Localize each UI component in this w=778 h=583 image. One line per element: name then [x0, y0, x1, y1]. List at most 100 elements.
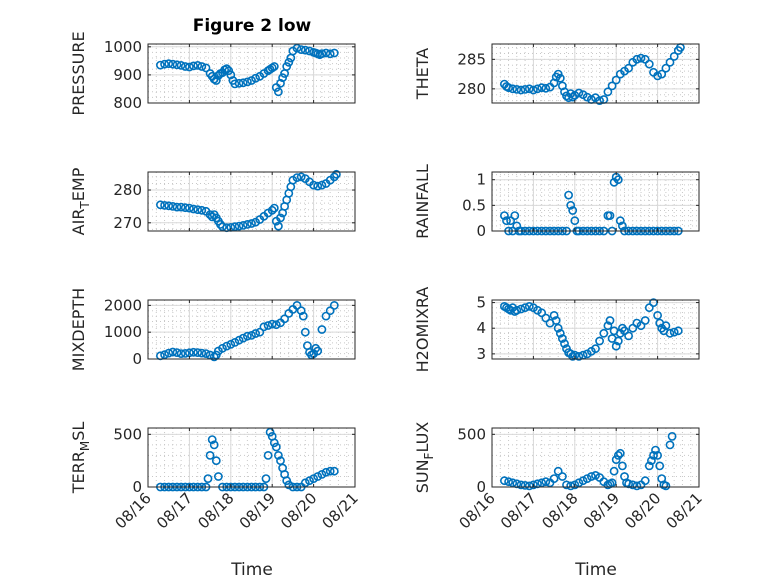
x-tick-label: 08/19 — [236, 489, 279, 532]
axes-box — [491, 43, 700, 104]
x-tick-label: 08/21 — [663, 489, 706, 532]
data-point — [180, 203, 190, 213]
data-point — [321, 48, 331, 58]
y-axis-label: THETA — [413, 48, 432, 100]
y-tick-label: 270 — [113, 214, 142, 232]
data-point — [636, 321, 646, 331]
data-point — [230, 222, 240, 232]
y-tick-label: 5 — [476, 294, 486, 312]
y-tick-label: 0 — [476, 478, 486, 496]
data-point — [504, 477, 513, 487]
data-point — [555, 328, 565, 338]
data-point — [669, 52, 679, 61]
axes-box — [147, 427, 356, 488]
x-tick-label: 08/17 — [497, 489, 540, 532]
data-point — [309, 180, 318, 190]
data-point — [661, 481, 671, 491]
data-point — [242, 219, 252, 229]
data-point — [160, 200, 169, 210]
data-point — [568, 92, 578, 102]
y-axis-label-subscript: F — [422, 452, 436, 459]
data-point — [510, 211, 520, 220]
data-point — [605, 316, 615, 325]
x-tick-label: 08/18 — [194, 489, 237, 532]
y-axis-label-suffix: LUX — [413, 422, 432, 453]
data-point — [222, 64, 232, 74]
data-point — [251, 329, 260, 338]
y-axis-label: PRESSURE — [69, 31, 88, 115]
data-point — [655, 461, 665, 471]
data-point — [529, 85, 538, 95]
data-point — [261, 474, 271, 483]
data-point — [624, 63, 633, 73]
data-point — [189, 347, 198, 357]
data-point — [296, 172, 306, 182]
data-point — [234, 221, 244, 231]
data-point — [155, 60, 165, 70]
data-point — [255, 327, 265, 337]
y-axis-label-main: RAINFALL — [413, 164, 432, 239]
data-point — [541, 313, 551, 323]
data-point — [222, 341, 232, 351]
data-point — [499, 476, 509, 486]
subplot-h2omixra: 3 4 5 H2OMIXRA — [413, 287, 700, 373]
y-axis-label-suffix: EMP — [69, 167, 88, 201]
data-point — [273, 221, 283, 231]
data-point — [636, 53, 646, 63]
data-point — [653, 71, 662, 81]
data-point — [300, 45, 310, 55]
data-point — [611, 341, 621, 351]
x-tick-label: 08/21 — [319, 489, 362, 532]
subplot-terr: 050008/1608/1708/1808/1908/2008/21TERRMS… — [69, 422, 362, 533]
data-point — [512, 221, 522, 231]
data-point — [609, 466, 619, 476]
data-point — [193, 61, 203, 70]
data-point — [325, 306, 335, 316]
y-axis-label: MIXDEPTH — [69, 288, 88, 371]
data-point — [644, 59, 654, 69]
data-point — [605, 211, 615, 220]
data-point — [155, 200, 165, 210]
y-axis-label-main: H2OMIXRA — [413, 287, 432, 373]
data-point — [632, 481, 642, 491]
y-tick-label: 900 — [113, 66, 142, 84]
data-point — [329, 48, 339, 58]
data-point — [242, 331, 252, 341]
data-point — [180, 62, 190, 71]
y-axis-label-subscript: T — [78, 201, 92, 210]
data-point — [203, 474, 213, 483]
data-point — [189, 204, 198, 214]
data-point — [649, 450, 658, 460]
x-tick-label: 08/20 — [621, 489, 664, 532]
x-tick-label: 08/18 — [538, 489, 581, 532]
data-point — [176, 349, 186, 358]
data-point — [160, 59, 169, 69]
data-point — [651, 445, 660, 455]
data-point — [520, 303, 530, 313]
data-point — [276, 213, 285, 223]
plot-background — [148, 44, 355, 103]
y-tick-label: 280 — [457, 80, 486, 98]
data-point — [160, 350, 169, 360]
data-point — [292, 43, 302, 53]
data-point — [628, 480, 638, 490]
data-point — [267, 205, 277, 215]
data-point — [653, 310, 662, 320]
data-point — [300, 478, 310, 488]
data-point — [180, 348, 190, 358]
axes-box — [147, 299, 356, 360]
data-point — [673, 326, 683, 336]
data-point — [558, 334, 567, 343]
data-point — [269, 438, 279, 448]
data-point — [533, 84, 542, 94]
data-point — [618, 221, 627, 231]
data-point — [624, 331, 633, 341]
data-point — [164, 201, 174, 211]
data-point — [317, 49, 327, 58]
data-point — [193, 348, 203, 357]
data-point — [296, 45, 306, 54]
data-point — [273, 450, 283, 460]
data-point — [242, 77, 252, 87]
data-point — [325, 49, 335, 59]
